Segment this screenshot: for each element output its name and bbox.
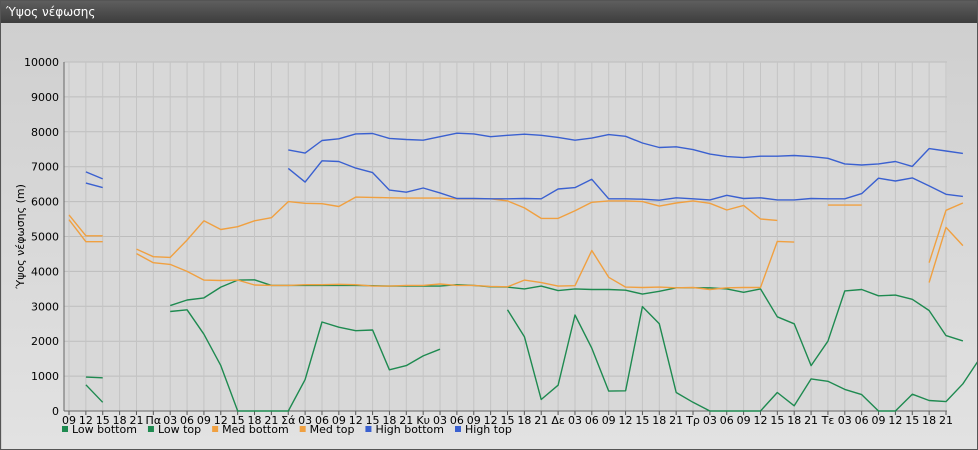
series-line-med-top	[928, 202, 964, 263]
x-tick-label: 12	[349, 414, 363, 427]
x-tick-label: 12	[753, 414, 767, 427]
x-tick-label: Σά	[281, 414, 295, 427]
x-tick-label: 09	[62, 414, 76, 427]
y-tick-label: 6000	[31, 196, 59, 209]
x-tick-label: 03	[703, 414, 717, 427]
x-tick-label: 21	[129, 414, 143, 427]
x-tick-label: 12	[79, 414, 93, 427]
x-tick-label: 15	[501, 414, 515, 427]
x-tick-label: 03	[163, 414, 177, 427]
x-tick-label: Κυ	[416, 414, 430, 427]
series-line-high-top	[85, 171, 103, 180]
x-tick-label: 15	[770, 414, 784, 427]
x-tick-label: 12	[619, 414, 633, 427]
x-tick-label: 15	[96, 414, 110, 427]
legend-entry: Med bottom	[222, 423, 289, 436]
x-tick-label: 21	[939, 414, 953, 427]
x-tick-label: 03	[298, 414, 312, 427]
x-tick-label: 06	[585, 414, 599, 427]
legend-swatch	[299, 426, 306, 432]
series-line-low-bottom	[506, 305, 977, 412]
x-tick-label: 18	[922, 414, 936, 427]
series-line-high-top	[288, 132, 963, 168]
x-tick-label: 21	[804, 414, 818, 427]
y-tick-label: 10000	[24, 56, 59, 69]
x-tick-label: 03	[568, 414, 582, 427]
series-line-high-bottom	[287, 160, 963, 201]
x-tick-label: 21	[534, 414, 548, 427]
series-line-low-top	[85, 376, 103, 379]
x-tick-label: 09	[737, 414, 751, 427]
y-tick-label: 8000	[31, 126, 59, 139]
x-tick-label: 21	[669, 414, 683, 427]
x-tick-label: 18	[248, 414, 262, 427]
chart-area: 0 1000 2000 3000 4000 5000 6000 7000 8000 9000 100…	[2, 23, 977, 449]
legend-entry: Low top	[158, 423, 201, 436]
x-tick-label: 09	[872, 414, 886, 427]
y-tick-label: 2000	[31, 335, 59, 348]
x-tick-label: 12	[484, 414, 498, 427]
y-tick-label: 9000	[31, 91, 59, 104]
x-tick-label: 03	[433, 414, 447, 427]
x-tick-label: 15	[905, 414, 919, 427]
x-tick-label: 18	[517, 414, 531, 427]
legend-swatch	[147, 426, 154, 432]
x-tick-label: 18	[652, 414, 666, 427]
series-line-low-bottom	[170, 309, 441, 412]
x-tick-label: 09	[332, 414, 346, 427]
x-tick-label: 18	[382, 414, 396, 427]
x-tick-label: Τε	[821, 414, 835, 427]
x-tick-label: 06	[450, 414, 464, 427]
x-tick-label: 09	[467, 414, 481, 427]
x-tick-label: 06	[315, 414, 329, 427]
y-tick-label: 5000	[31, 231, 59, 244]
window-title: Ύψος νέφωσης	[1, 1, 977, 23]
y-tick-label: 4000	[31, 265, 59, 278]
x-tick-label: 09	[602, 414, 616, 427]
x-tick-label: 03	[838, 414, 852, 427]
series-line-med-bottom	[928, 226, 964, 283]
legend-swatch	[365, 426, 372, 432]
x-tick-label: 18	[113, 414, 127, 427]
cloud-height-chart: 0 1000 2000 3000 4000 5000 6000 7000 8000 9000 100…	[14, 56, 977, 436]
y-tick-label: 0	[52, 405, 59, 418]
x-tick-label: 12	[214, 414, 228, 427]
series-line-high-bottom	[85, 182, 103, 189]
legend-swatch	[212, 426, 219, 432]
series-line-med-bottom	[136, 240, 795, 291]
legend-entry: Low bottom	[72, 423, 137, 436]
x-tick-label: 06	[180, 414, 194, 427]
x-tick-label: 15	[366, 414, 380, 427]
x-tick-label: 18	[787, 414, 801, 427]
series-line-med-top	[68, 214, 103, 237]
x-tick-label: 06	[855, 414, 869, 427]
x-tick-label: Δε	[551, 414, 565, 427]
legend-swatch	[62, 426, 68, 432]
y-tick-label: 1000	[31, 370, 59, 383]
x-tick-label: Πα	[146, 414, 162, 427]
x-tick-label: 15	[635, 414, 649, 427]
y-axis-label: Ύψος νέφωσης (m)	[14, 184, 27, 290]
x-tick-label: 15	[231, 414, 245, 427]
x-tick-label: 21	[264, 414, 278, 427]
series-line-med-bottom	[68, 219, 103, 243]
x-tick-label: 12	[888, 414, 902, 427]
legend-entry: High bottom	[375, 423, 444, 436]
y-tick-label: 7000	[31, 161, 59, 174]
x-tick-label: Τρ	[685, 414, 700, 427]
series-line-low-bottom	[85, 384, 104, 403]
x-tick-label: 06	[720, 414, 734, 427]
legend-entry: High top	[465, 423, 512, 436]
x-tick-label: 21	[399, 414, 413, 427]
x-tick-label: 09	[197, 414, 211, 427]
y-tick-label: 3000	[31, 300, 59, 313]
legend-entry: Med top	[310, 423, 355, 436]
legend-swatch	[455, 426, 461, 432]
